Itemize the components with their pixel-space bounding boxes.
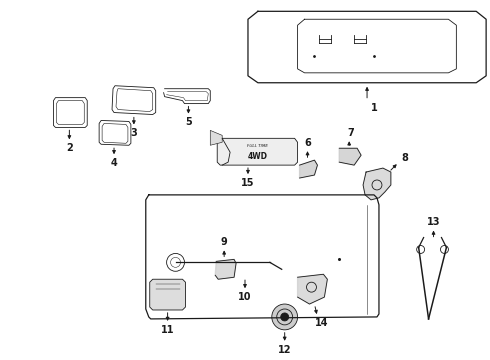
Text: 7: 7 [348,129,355,138]
Polygon shape [215,260,236,279]
Text: 2: 2 [66,143,73,153]
Text: FULL TIME: FULL TIME [247,144,269,148]
Text: 15: 15 [241,178,255,188]
Text: 1: 1 [370,103,377,113]
Circle shape [272,304,297,330]
Polygon shape [297,274,327,304]
Text: 12: 12 [278,345,292,355]
Text: 14: 14 [315,318,328,328]
Text: 8: 8 [401,153,408,163]
Text: 3: 3 [130,129,137,138]
Text: 4: 4 [111,158,118,168]
Text: 6: 6 [304,138,311,148]
Text: 5: 5 [185,117,192,127]
Text: 13: 13 [427,217,441,227]
Polygon shape [210,130,222,145]
Polygon shape [299,160,318,178]
Circle shape [281,313,289,321]
Polygon shape [217,138,297,165]
Text: 10: 10 [238,292,252,302]
Text: 11: 11 [161,325,174,335]
Polygon shape [339,148,361,165]
Text: 4WD: 4WD [248,152,268,161]
Text: 9: 9 [221,237,227,247]
Polygon shape [150,279,185,310]
Polygon shape [363,168,391,200]
